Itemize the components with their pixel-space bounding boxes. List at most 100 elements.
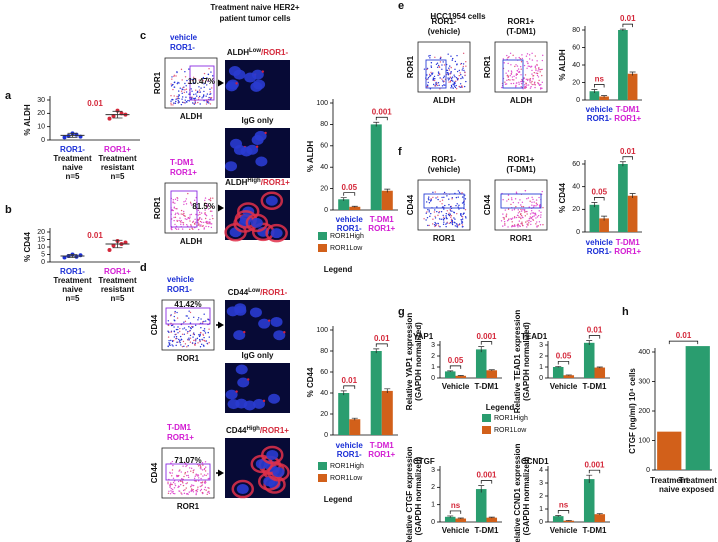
flow-event bbox=[187, 339, 189, 341]
x-tick-note: n=5 bbox=[65, 294, 80, 303]
flow-event bbox=[428, 202, 431, 204]
flow-event bbox=[186, 218, 188, 221]
flow-event bbox=[203, 345, 205, 347]
micrograph-caption: CD44High/ROR1+ bbox=[226, 426, 289, 436]
flow-event bbox=[190, 489, 193, 492]
flow-event bbox=[433, 75, 436, 78]
x-tick-label: ROR1- bbox=[337, 450, 362, 459]
panel-letter: f bbox=[398, 146, 402, 158]
flow-event bbox=[201, 484, 204, 486]
flow-event bbox=[172, 339, 175, 342]
flow-event bbox=[181, 333, 184, 335]
caption-part: /ROR1+ bbox=[261, 178, 290, 187]
flow-label: ROR1- bbox=[432, 17, 457, 26]
flow-event bbox=[519, 199, 521, 201]
flow-event bbox=[182, 484, 185, 487]
flow-event bbox=[209, 218, 211, 221]
flow-event bbox=[461, 76, 464, 78]
flow-event bbox=[197, 101, 199, 104]
nucleus bbox=[273, 330, 286, 341]
chart: 0 1 2 3 4 Relative CCND1 expression (GAPDH nor… bbox=[513, 443, 610, 542]
flow-event bbox=[194, 324, 197, 326]
flow-event bbox=[533, 83, 535, 86]
flow-event bbox=[173, 330, 176, 333]
flow-event bbox=[181, 493, 183, 495]
flow-event bbox=[530, 223, 532, 226]
flow-event bbox=[532, 219, 535, 221]
y-tick-label: 0 bbox=[324, 207, 328, 214]
flow-event bbox=[511, 209, 513, 211]
flow-event bbox=[457, 196, 459, 198]
flow-event bbox=[175, 75, 177, 77]
flow-event bbox=[172, 201, 174, 203]
flow-label: T-DM1 bbox=[167, 423, 192, 432]
flow-event bbox=[538, 67, 540, 69]
flow-event bbox=[189, 334, 192, 337]
flow-event bbox=[172, 492, 175, 495]
flow-event bbox=[171, 209, 173, 211]
flow-event bbox=[175, 212, 177, 214]
flow-event bbox=[169, 486, 171, 489]
flow-event bbox=[534, 86, 536, 89]
flow-event bbox=[205, 214, 208, 217]
flow-event bbox=[432, 218, 434, 220]
flow-event bbox=[176, 311, 178, 314]
flow-event bbox=[202, 76, 205, 79]
arrow-head bbox=[218, 79, 224, 87]
flow-event bbox=[428, 224, 430, 227]
flow-event bbox=[185, 315, 187, 317]
y-tick-label: 40 bbox=[320, 390, 328, 397]
flow-event bbox=[188, 330, 191, 332]
flow-event bbox=[208, 487, 210, 489]
bar bbox=[589, 91, 600, 100]
x-tick-label: Vehicle bbox=[442, 526, 470, 535]
flow-event bbox=[173, 315, 175, 318]
flow-event bbox=[170, 331, 172, 333]
y-tick-label: 20 bbox=[320, 411, 328, 418]
flow-event bbox=[454, 80, 457, 83]
error-bar bbox=[340, 390, 347, 396]
flow-event bbox=[178, 97, 180, 100]
flow-event bbox=[184, 462, 187, 464]
flow-event bbox=[512, 225, 515, 227]
flow-event bbox=[455, 196, 458, 199]
flow-event bbox=[441, 68, 443, 70]
stain-spot bbox=[235, 82, 238, 85]
flow-event bbox=[182, 489, 185, 492]
flow-event bbox=[533, 215, 535, 217]
flow-event bbox=[440, 218, 442, 221]
error-bar bbox=[351, 417, 358, 421]
flow-event bbox=[523, 81, 525, 83]
nucleus bbox=[233, 330, 246, 341]
flow-event bbox=[450, 216, 452, 218]
flow-gate bbox=[170, 190, 198, 228]
x-tick-label: ROR1- bbox=[337, 224, 362, 233]
flow-event bbox=[171, 78, 173, 80]
flow-event bbox=[439, 225, 441, 228]
y-tick-label: 20 bbox=[572, 79, 580, 86]
flow-label: ROR1+ bbox=[508, 17, 535, 26]
flow-event bbox=[167, 481, 169, 483]
caption-part: /ROR1- bbox=[261, 48, 288, 57]
flow-event bbox=[184, 218, 186, 220]
flow-event bbox=[507, 219, 510, 221]
flow-event bbox=[507, 78, 510, 81]
flow-event bbox=[464, 209, 467, 211]
flow-event bbox=[189, 220, 191, 222]
flow-event bbox=[207, 208, 210, 210]
flow-event bbox=[186, 474, 188, 477]
flow-event bbox=[170, 100, 172, 102]
y-tick-label: 100 bbox=[316, 327, 328, 334]
x-tick-note: Treatment bbox=[98, 154, 137, 163]
flow-event bbox=[200, 212, 203, 214]
significance-label: 0.05 bbox=[591, 188, 607, 197]
flow-event bbox=[173, 219, 175, 222]
flow-event bbox=[458, 208, 460, 210]
flow-event bbox=[167, 336, 170, 338]
flow-event bbox=[436, 196, 439, 198]
y-tick-label: 300 bbox=[638, 378, 650, 385]
flow-event bbox=[528, 219, 530, 221]
flow-event bbox=[541, 87, 543, 89]
flow-event bbox=[206, 93, 209, 95]
